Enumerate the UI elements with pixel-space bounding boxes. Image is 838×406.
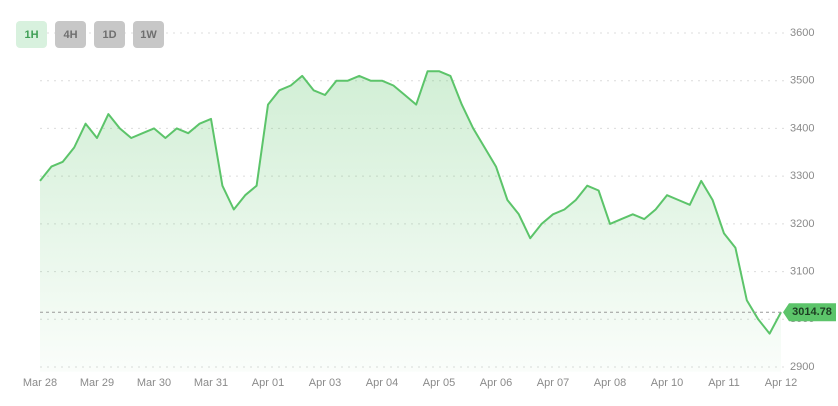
x-tick-label: Apr 05 bbox=[423, 377, 455, 389]
x-tick-label: Mar 31 bbox=[194, 377, 228, 389]
y-tick-label: 3200 bbox=[790, 218, 814, 230]
area-fill bbox=[40, 71, 781, 372]
x-tick-label: Mar 30 bbox=[137, 377, 171, 389]
last-price-tag bbox=[783, 303, 836, 322]
x-tick-label: Apr 01 bbox=[252, 377, 284, 389]
interval-button[interactable]: 1D bbox=[94, 21, 125, 48]
x-tick-label: Mar 29 bbox=[80, 377, 114, 389]
interval-buttons: 1H 4H 1D 1W bbox=[16, 21, 164, 48]
y-tick-label: 2900 bbox=[790, 361, 814, 373]
y-tick-label: 3100 bbox=[790, 265, 814, 277]
x-tick-label: Apr 10 bbox=[651, 377, 683, 389]
price-line bbox=[39, 70, 782, 335]
x-tick-label: Apr 08 bbox=[594, 377, 626, 389]
x-tick-label: Mar 28 bbox=[23, 377, 57, 389]
y-tick-label: 3400 bbox=[790, 122, 814, 134]
x-tick-label: Apr 04 bbox=[366, 377, 398, 389]
interval-button[interactable]: 1H bbox=[16, 21, 47, 48]
y-tick-label: 3500 bbox=[790, 75, 814, 87]
x-tick-label: Apr 12 bbox=[765, 377, 797, 389]
y-tick-label: 3600 bbox=[790, 27, 814, 39]
y-tick-label: 3300 bbox=[790, 170, 814, 182]
last-price-label: 3014.78 bbox=[792, 306, 832, 318]
interval-button[interactable]: 1W bbox=[133, 21, 164, 48]
x-tick-label: Apr 03 bbox=[309, 377, 341, 389]
x-tick-label: Apr 06 bbox=[480, 377, 512, 389]
interval-button[interactable]: 4H bbox=[55, 21, 86, 48]
x-tick-label: Apr 07 bbox=[537, 377, 569, 389]
x-tick-label: Apr 11 bbox=[708, 377, 740, 389]
